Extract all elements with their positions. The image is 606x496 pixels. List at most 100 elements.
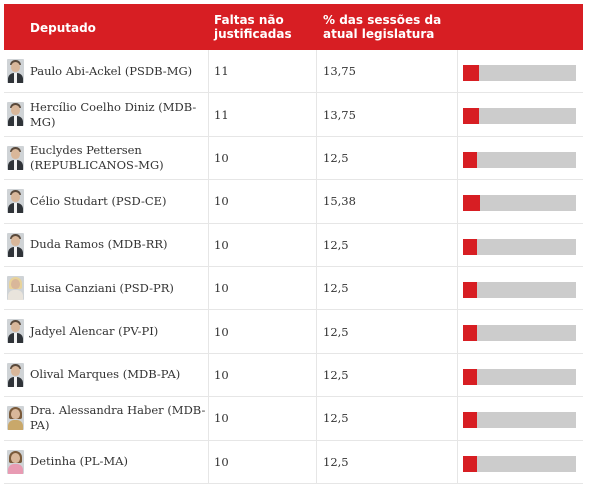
pct-bar: [463, 368, 576, 385]
faltas-value: 10: [214, 194, 229, 209]
table-row: Luisa Canziani (PSD-PR) 10 12,5: [4, 266, 583, 311]
table-row: Duda Ramos (MDB-RR) 10 12,5: [4, 223, 583, 267]
male-avatar: [7, 232, 24, 257]
column-divider: [208, 353, 209, 397]
column-divider: [457, 223, 458, 266]
column-divider: [457, 50, 458, 93]
faltas-value: 11: [214, 107, 229, 122]
female-avatar: [7, 275, 24, 300]
pct-bar-fill: [463, 325, 478, 342]
column-divider: [208, 310, 209, 353]
pct-bar-fill: [463, 238, 478, 255]
deputado-name: Dra. Alessandra Haber (MDB-PA): [30, 403, 206, 433]
pct-bar-fill: [463, 195, 481, 212]
column-divider: [457, 266, 458, 310]
pct-bar-fill: [463, 455, 478, 472]
pct-value: 12,5: [323, 150, 349, 165]
pct-value: 15,38: [323, 194, 356, 209]
column-divider: [316, 397, 317, 440]
column-divider: [457, 180, 458, 223]
pct-value: 13,75: [323, 107, 356, 122]
header-percentual: % das sessões da atual legislatura: [323, 13, 442, 41]
male-avatar: [7, 189, 24, 214]
deputado-name: Duda Ramos (MDB-RR): [30, 237, 168, 252]
column-divider: [316, 223, 317, 266]
pct-bar-fill: [463, 151, 478, 168]
male-avatar: [7, 145, 24, 170]
header-faltas: Faltas não justificadas: [214, 13, 292, 41]
deputado-name: Olival Marques (MDB-PA): [30, 367, 181, 382]
deputado-name: Jadyel Alencar (PV-PI): [30, 324, 159, 339]
pct-value: 12,5: [323, 454, 349, 469]
pct-bar: [463, 281, 576, 298]
column-divider: [208, 223, 209, 266]
header-deputado: Deputado: [30, 21, 96, 35]
column-divider: [316, 353, 317, 397]
table-row: Jadyel Alencar (PV-PI) 10 12,5: [4, 310, 583, 354]
column-divider: [316, 440, 317, 483]
table-row: Detinha (PL-MA) 10 12,5: [4, 440, 583, 484]
table-row: Olival Marques (MDB-PA) 10 12,5: [4, 353, 583, 398]
absence-table: Deputado Faltas não justificadas % das s…: [4, 4, 583, 484]
pct-bar: [463, 412, 576, 429]
faltas-value: 10: [214, 237, 229, 252]
pct-bar-fill: [463, 412, 478, 429]
deputado-name: Célio Studart (PSD-CE): [30, 193, 167, 208]
faltas-value: 11: [214, 64, 229, 79]
column-divider: [316, 93, 317, 136]
pct-bar-fill: [463, 368, 478, 385]
column-divider: [208, 266, 209, 310]
deputado-name: Paulo Abi-Ackel (PSDB-MG): [30, 63, 193, 78]
pct-value: 12,5: [323, 367, 349, 382]
male-avatar: [7, 319, 24, 344]
table-row: Paulo Abi-Ackel (PSDB-MG) 11 13,75: [4, 50, 583, 94]
pct-bar-fill: [463, 65, 479, 81]
column-divider: [316, 136, 317, 180]
column-divider: [316, 310, 317, 353]
table-header: Deputado Faltas não justificadas % das s…: [4, 4, 583, 50]
male-avatar: [7, 362, 24, 387]
pct-bar: [463, 151, 576, 168]
pct-value: 12,5: [323, 411, 349, 426]
pct-bar: [463, 65, 576, 81]
pct-value: 12,5: [323, 237, 349, 252]
pct-value: 12,5: [323, 281, 349, 296]
column-divider: [208, 93, 209, 136]
male-avatar: [7, 102, 24, 127]
female-avatar: [7, 406, 24, 431]
faltas-value: 10: [214, 411, 229, 426]
faltas-value: 10: [214, 454, 229, 469]
table-row: Dra. Alessandra Haber (MDB-PA) 10 12,5: [4, 397, 583, 441]
pct-bar: [463, 195, 576, 212]
column-divider: [457, 440, 458, 483]
deputado-name: Hercílio Coelho Diniz (MDB-MG): [30, 99, 197, 129]
column-divider: [457, 353, 458, 397]
column-divider: [457, 136, 458, 180]
column-divider: [208, 136, 209, 180]
faltas-value: 10: [214, 150, 229, 165]
deputado-name: Luisa Canziani (PSD-PR): [30, 280, 174, 295]
column-divider: [316, 266, 317, 310]
column-divider: [457, 93, 458, 136]
column-divider: [208, 180, 209, 223]
faltas-value: 10: [214, 367, 229, 382]
table-body: Paulo Abi-Ackel (PSDB-MG) 11 13,75 Hercílio…: [4, 50, 583, 484]
pct-bar: [463, 238, 576, 255]
faltas-value: 10: [214, 281, 229, 296]
pct-value: 12,5: [323, 324, 349, 339]
column-divider: [208, 440, 209, 483]
column-divider: [316, 180, 317, 223]
table-row: Euclydes Pettersen (REPUBLICANOS-MG) 10 12…: [4, 136, 583, 181]
pct-bar-fill: [463, 281, 478, 298]
column-divider: [457, 397, 458, 440]
column-divider: [457, 310, 458, 353]
column-divider: [208, 397, 209, 440]
table-row: Célio Studart (PSD-CE) 10 15,38: [4, 180, 583, 224]
deputado-name: Euclydes Pettersen (REPUBLICANOS-MG): [30, 142, 164, 172]
column-divider: [316, 50, 317, 93]
pct-bar-fill: [463, 108, 479, 125]
pct-bar: [463, 325, 576, 342]
female-avatar: [7, 449, 24, 474]
column-divider: [208, 50, 209, 93]
pct-value: 13,75: [323, 64, 356, 79]
